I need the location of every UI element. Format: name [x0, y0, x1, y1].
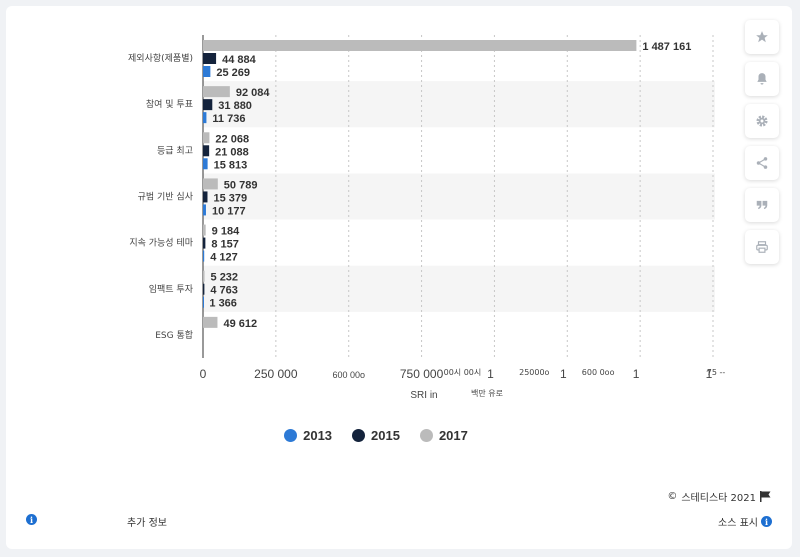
x-tick-label-part: 25000o — [519, 368, 549, 377]
bar-2017-4 — [203, 224, 206, 236]
data-label: 10 177 — [212, 205, 246, 217]
data-label: 15 813 — [214, 159, 248, 171]
show-source-link[interactable]: 소스 표시 i — [718, 514, 772, 529]
data-label: 8 157 — [211, 239, 239, 251]
bar-2015-5 — [203, 283, 205, 295]
copyright: © 스테티스타 2021 — [667, 489, 772, 504]
data-label: 25 269 — [216, 67, 250, 79]
legend-dot-2015 — [352, 429, 366, 442]
data-label: 15 379 — [213, 192, 247, 204]
legend-label-2013: 2013 — [303, 428, 333, 443]
flag-icon[interactable] — [760, 491, 772, 502]
category-label: 참여 및 투표 — [146, 98, 193, 110]
bell-icon — [757, 73, 767, 85]
x-tick-label-part: 00시 00시 — [444, 368, 482, 377]
data-label: 44 884 — [222, 54, 257, 66]
bar-2015-3 — [203, 191, 208, 203]
settings-button[interactable] — [745, 104, 779, 138]
data-label: 11 736 — [212, 113, 245, 125]
bar-2017-5 — [203, 270, 205, 282]
category-label: 임팩트 투자 — [149, 283, 194, 295]
x-tick-label: 1 — [633, 367, 640, 381]
category-band — [203, 173, 715, 220]
data-label: 50 789 — [224, 179, 258, 191]
bar-2015-2 — [203, 145, 210, 157]
x-tick-label: 750 000 — [400, 367, 444, 381]
x-tick-label-part: 600 0oo — [582, 368, 615, 377]
info-icon: i — [26, 514, 37, 525]
quote-icon — [756, 200, 768, 210]
bar-2013-3 — [203, 204, 206, 216]
star-icon — [756, 31, 768, 43]
category-label: ESG 통합 — [155, 330, 193, 341]
bar-2013-0 — [203, 66, 211, 77]
bar-2017-2 — [203, 132, 210, 144]
data-label: 9 184 — [212, 226, 240, 238]
category-label: 등급 최고 — [157, 145, 193, 156]
legend-item-2013[interactable]: 2013 — [284, 428, 332, 443]
x-tick-label: 0 — [200, 367, 207, 381]
show-source-label: 소스 표시 — [718, 518, 758, 529]
source-info-icon: i — [761, 516, 772, 527]
data-label: 22 068 — [215, 133, 249, 145]
x-tick-label: 1 — [560, 367, 567, 381]
x-tick-label-part: 75 -- — [707, 368, 726, 377]
copyright-text[interactable]: 스테티스타 2021 — [681, 493, 756, 504]
data-label: 31 880 — [218, 100, 252, 112]
legend-label-2015: 2015 — [371, 428, 400, 443]
cite-button[interactable] — [745, 188, 779, 222]
legend-label-2017: 2017 — [438, 428, 468, 443]
legend-dot-2013 — [284, 429, 298, 442]
legend-item-2017[interactable]: 2017 — [419, 428, 468, 443]
category-label: 지속 가능성 테마 — [129, 238, 193, 249]
category-label: 제외사항(제품별) — [128, 52, 193, 64]
x-axis-title: SRI in — [410, 390, 437, 401]
data-label: 4 127 — [210, 252, 238, 264]
legend-dot-2017 — [419, 429, 433, 442]
data-label: 4 763 — [210, 285, 238, 297]
x-tick-label: 1 — [487, 367, 494, 381]
share-icon — [756, 157, 768, 169]
bar-2015-0 — [203, 53, 217, 64]
legend-item-2015[interactable]: 2015 — [352, 428, 400, 443]
gear-icon — [756, 115, 768, 127]
x-tick-label: 600 00o — [332, 370, 365, 380]
data-label: 1 487 161 — [642, 41, 691, 53]
x-tick-label: 250 000 — [254, 367, 298, 381]
chart-legend: 2013 2015 2017 — [0, 428, 752, 443]
favorite-button[interactable] — [745, 20, 779, 54]
sidebar-toolbar — [745, 20, 779, 272]
print-icon — [756, 241, 768, 253]
bar-2017-6 — [203, 316, 218, 328]
bar-2013-2 — [203, 158, 208, 170]
print-button[interactable] — [745, 230, 779, 264]
bar-2013-4 — [203, 250, 205, 262]
data-label: 92 084 — [236, 87, 271, 99]
bar-2017-1 — [203, 86, 230, 98]
data-label: 21 088 — [215, 146, 249, 158]
bar-2015-1 — [203, 99, 213, 111]
more-info-link[interactable]: i 추가 정보 — [26, 514, 186, 529]
notification-button[interactable] — [745, 62, 779, 96]
data-label: 49 612 — [223, 318, 257, 330]
bar-2013-1 — [203, 112, 207, 124]
category-band — [203, 265, 715, 312]
copyright-symbol: © — [667, 491, 678, 502]
category-label: 규범 기반 심사 — [138, 192, 194, 203]
bar-2017-3 — [203, 178, 218, 190]
share-button[interactable] — [745, 146, 779, 180]
more-info-label: 추가 정보 — [127, 518, 167, 529]
bar-2013-5 — [203, 296, 204, 308]
bar-2017-0 — [203, 40, 637, 51]
data-label: 5 232 — [211, 272, 239, 284]
x-tick-label: 1 — [706, 367, 713, 381]
x-axis-unit: 백만 유로 — [471, 388, 503, 398]
category-band — [203, 81, 715, 128]
data-label: 1 366 — [209, 298, 237, 310]
bar-2015-4 — [203, 237, 206, 249]
